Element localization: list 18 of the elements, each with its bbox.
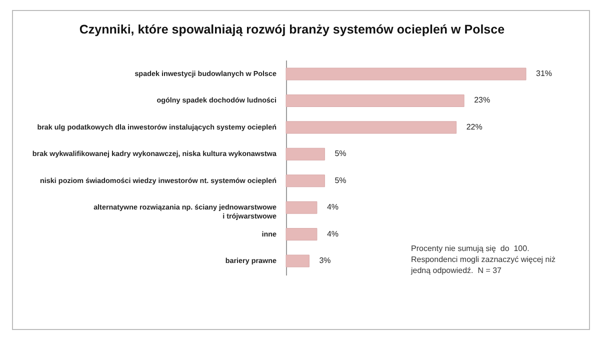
- bar: [286, 94, 464, 107]
- annotation: Procenty nie sumują się do 100. Respondenci mogli zaznaczyć więcej niż jedną odpowiedź. N = 37: [411, 243, 556, 276]
- data-label: 4%: [326, 202, 339, 212]
- bar: [286, 254, 310, 268]
- bar: [286, 68, 526, 80]
- data-label: 3%: [319, 256, 331, 265]
- data-label: 23%: [474, 96, 490, 105]
- data-label: 5%: [334, 176, 346, 185]
- bar: [286, 148, 325, 160]
- data-label: 5%: [334, 149, 346, 158]
- chart-title: Czynniki, które spowalniają rozwój branży systemów ociepleń w Polsce: [79, 22, 505, 36]
- bar: [286, 121, 457, 134]
- bar: [286, 174, 325, 188]
- bar: [286, 228, 318, 241]
- data-label: 4%: [326, 229, 339, 238]
- bar: [286, 201, 318, 214]
- data-label: 31%: [536, 69, 552, 78]
- data-label: 22%: [466, 122, 482, 132]
